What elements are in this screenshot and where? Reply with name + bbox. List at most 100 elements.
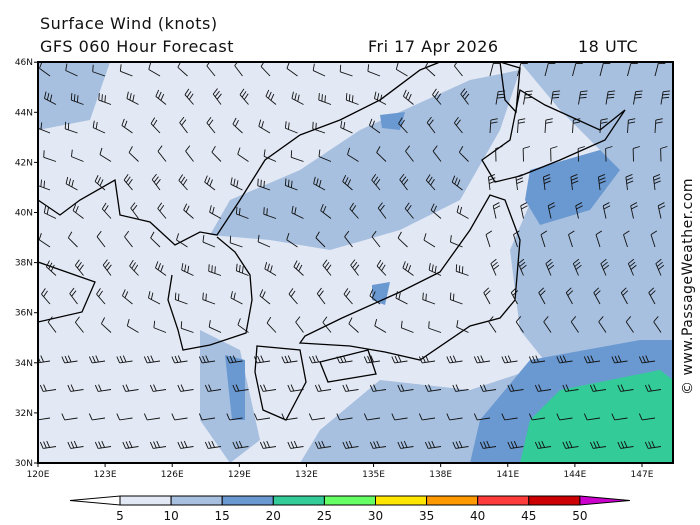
wind-barb <box>340 120 353 134</box>
wind-barb <box>487 174 496 191</box>
wind-barb <box>198 413 216 421</box>
wind-barb <box>237 147 249 162</box>
wind-barb <box>284 178 298 191</box>
wind-barb <box>322 316 332 333</box>
colorbar-label: 30 <box>368 509 383 523</box>
wind-barb <box>483 287 491 305</box>
wind-barb <box>363 413 381 421</box>
wind-barb <box>259 384 277 392</box>
colorbar-label: 45 <box>521 509 536 523</box>
wind-barb <box>523 90 533 105</box>
wind-barb <box>545 258 555 276</box>
wind-barb <box>67 440 84 449</box>
lon-label: 129E <box>228 470 251 480</box>
wind-barb <box>578 90 588 105</box>
wind-barb <box>257 178 271 191</box>
lon-label: 141E <box>496 470 519 480</box>
wind-barb <box>148 291 161 305</box>
wind-speed-shading <box>38 62 673 463</box>
wind-barb <box>424 440 442 449</box>
wind-barb <box>449 292 463 305</box>
wind-barb <box>74 316 84 333</box>
wind-barb <box>176 233 188 248</box>
wind-barb <box>198 355 216 364</box>
wind-barb <box>501 413 518 421</box>
wind-barb <box>422 292 436 305</box>
wind-barb <box>517 118 526 134</box>
wind-barb <box>542 174 551 191</box>
lat-label: 30N <box>15 459 33 469</box>
wind-barb <box>336 355 353 364</box>
coastline <box>38 261 96 323</box>
wind-barb <box>376 146 387 162</box>
wind-barb <box>495 146 503 162</box>
wind-barb <box>230 177 243 191</box>
wind-barb <box>116 413 133 421</box>
wind-barb <box>397 231 408 248</box>
wind-barb <box>126 319 139 333</box>
wind-barb <box>122 440 139 449</box>
wind-barb <box>342 384 359 392</box>
wind-barb <box>287 440 304 449</box>
wind-barb <box>397 440 414 449</box>
wind-barb <box>126 91 139 105</box>
wind-barb <box>209 205 222 219</box>
wind-barb <box>602 202 611 219</box>
wind-barb <box>99 147 112 162</box>
coastline <box>298 194 521 361</box>
wind-barb <box>150 117 161 134</box>
wind-barb <box>88 413 106 421</box>
wind-speed-patch <box>38 62 673 463</box>
wind-barb <box>128 146 139 162</box>
wind-barb <box>96 230 106 248</box>
wind-barb <box>405 145 414 162</box>
wind-barb <box>208 320 222 333</box>
wind-barb <box>67 384 84 392</box>
wind-barb <box>627 118 636 134</box>
colorbar-segment <box>272 495 325 506</box>
wind-barb <box>627 62 638 77</box>
wind-barb <box>418 355 436 364</box>
lat-label: 40N <box>15 209 33 219</box>
wind-barb <box>39 440 57 449</box>
wind-barb <box>458 145 469 162</box>
wind-barb <box>94 440 112 449</box>
wind-barb <box>515 316 524 333</box>
colorbar-label: 25 <box>317 509 332 523</box>
colorbar-label: 10 <box>163 509 178 523</box>
wind-barb <box>451 175 463 191</box>
wind-barb <box>627 258 637 276</box>
wind-barb <box>339 64 353 77</box>
wind-barb <box>568 230 575 248</box>
wind-barb <box>620 287 629 305</box>
wind-barb <box>64 121 78 134</box>
wind-barb <box>281 413 298 421</box>
wind-barb <box>630 202 638 219</box>
wind-barb <box>572 62 583 77</box>
lat-label: 34N <box>15 359 33 369</box>
wind-barb <box>510 287 519 305</box>
wind-barb <box>155 89 167 105</box>
wind-speed-patch <box>225 355 245 420</box>
wind-barb <box>206 62 216 77</box>
wind-barb <box>572 258 582 276</box>
wind-barb <box>453 62 463 77</box>
wind-barb <box>123 174 133 191</box>
wind-barb <box>600 258 610 276</box>
colorbar-segment <box>221 495 274 506</box>
wind-barb <box>644 384 662 392</box>
wind-barb <box>316 287 326 305</box>
wind-barb <box>124 230 133 248</box>
wind-barb <box>577 146 585 162</box>
wind-barb <box>495 90 506 105</box>
wind-barb <box>101 202 112 219</box>
wind-barb <box>47 316 57 333</box>
wind-barb <box>446 413 463 421</box>
wind-barb <box>336 413 353 421</box>
wind-barb <box>570 316 579 333</box>
wind-barb <box>314 384 332 392</box>
wind-barb <box>430 203 442 219</box>
wind-barb <box>239 88 249 105</box>
wind-barb <box>543 316 552 333</box>
wind-barb <box>177 440 194 449</box>
